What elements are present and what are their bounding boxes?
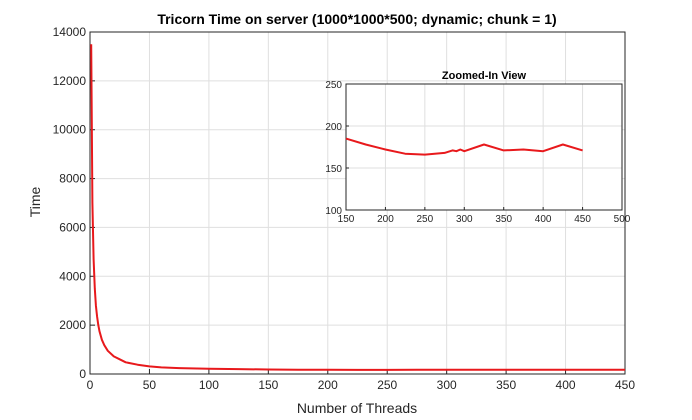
main-y-tick-label: 8000 <box>59 172 86 186</box>
main-x-tick-label: 50 <box>143 378 157 392</box>
chart-title: Tricorn Time on server (1000*1000*500; d… <box>157 11 556 27</box>
main-x-tick-label: 350 <box>496 378 516 392</box>
main-y-tick-label: 12000 <box>53 74 87 88</box>
inset-x-tick-label: 200 <box>377 214 394 225</box>
main-series-line <box>90 44 626 371</box>
main-y-tick-label: 6000 <box>59 220 86 234</box>
main-x-tick-label: 100 <box>199 378 219 392</box>
inset-x-tick-label: 150 <box>338 214 355 225</box>
main-y-tick-label: 14000 <box>53 25 87 39</box>
main-x-tick-label: 300 <box>437 378 457 392</box>
inset-y-tick-label: 100 <box>325 206 342 217</box>
inset-y-tick-label: 200 <box>325 122 342 133</box>
main-y-tick-label: 2000 <box>59 318 86 332</box>
inset-series-line <box>345 137 583 156</box>
main-y-tick-label: 0 <box>79 367 86 381</box>
main-x-tick-label: 450 <box>615 378 635 392</box>
main-y-tick-label: 10000 <box>53 123 87 137</box>
inset-y-tick-label: 250 <box>325 80 342 91</box>
inset-x-tick-label: 350 <box>495 214 512 225</box>
inset-y-tick-label: 150 <box>325 164 342 175</box>
main-x-tick-label: 150 <box>258 378 278 392</box>
main-x-tick-label: 250 <box>377 378 397 392</box>
main-x-tick-label: 0 <box>87 378 94 392</box>
inset-x-tick-label: 500 <box>614 214 631 225</box>
inset-x-tick-label: 300 <box>456 214 473 225</box>
main-axes-box <box>89 31 626 375</box>
inset-x-tick-label: 250 <box>417 214 434 225</box>
inset-x-tick-label: 400 <box>535 214 552 225</box>
y-axis-label: Time <box>27 186 43 217</box>
inset-title: Zoomed-In View <box>442 70 527 82</box>
main-x-tick-label: 200 <box>318 378 338 392</box>
inset-x-tick-label: 450 <box>574 214 591 225</box>
main-x-tick-label: 400 <box>556 378 576 392</box>
main-y-tick-label: 4000 <box>59 269 86 283</box>
inset-plot-area <box>346 84 622 210</box>
inset-axes-box <box>345 83 623 211</box>
x-axis-label: Number of Threads <box>297 400 417 416</box>
